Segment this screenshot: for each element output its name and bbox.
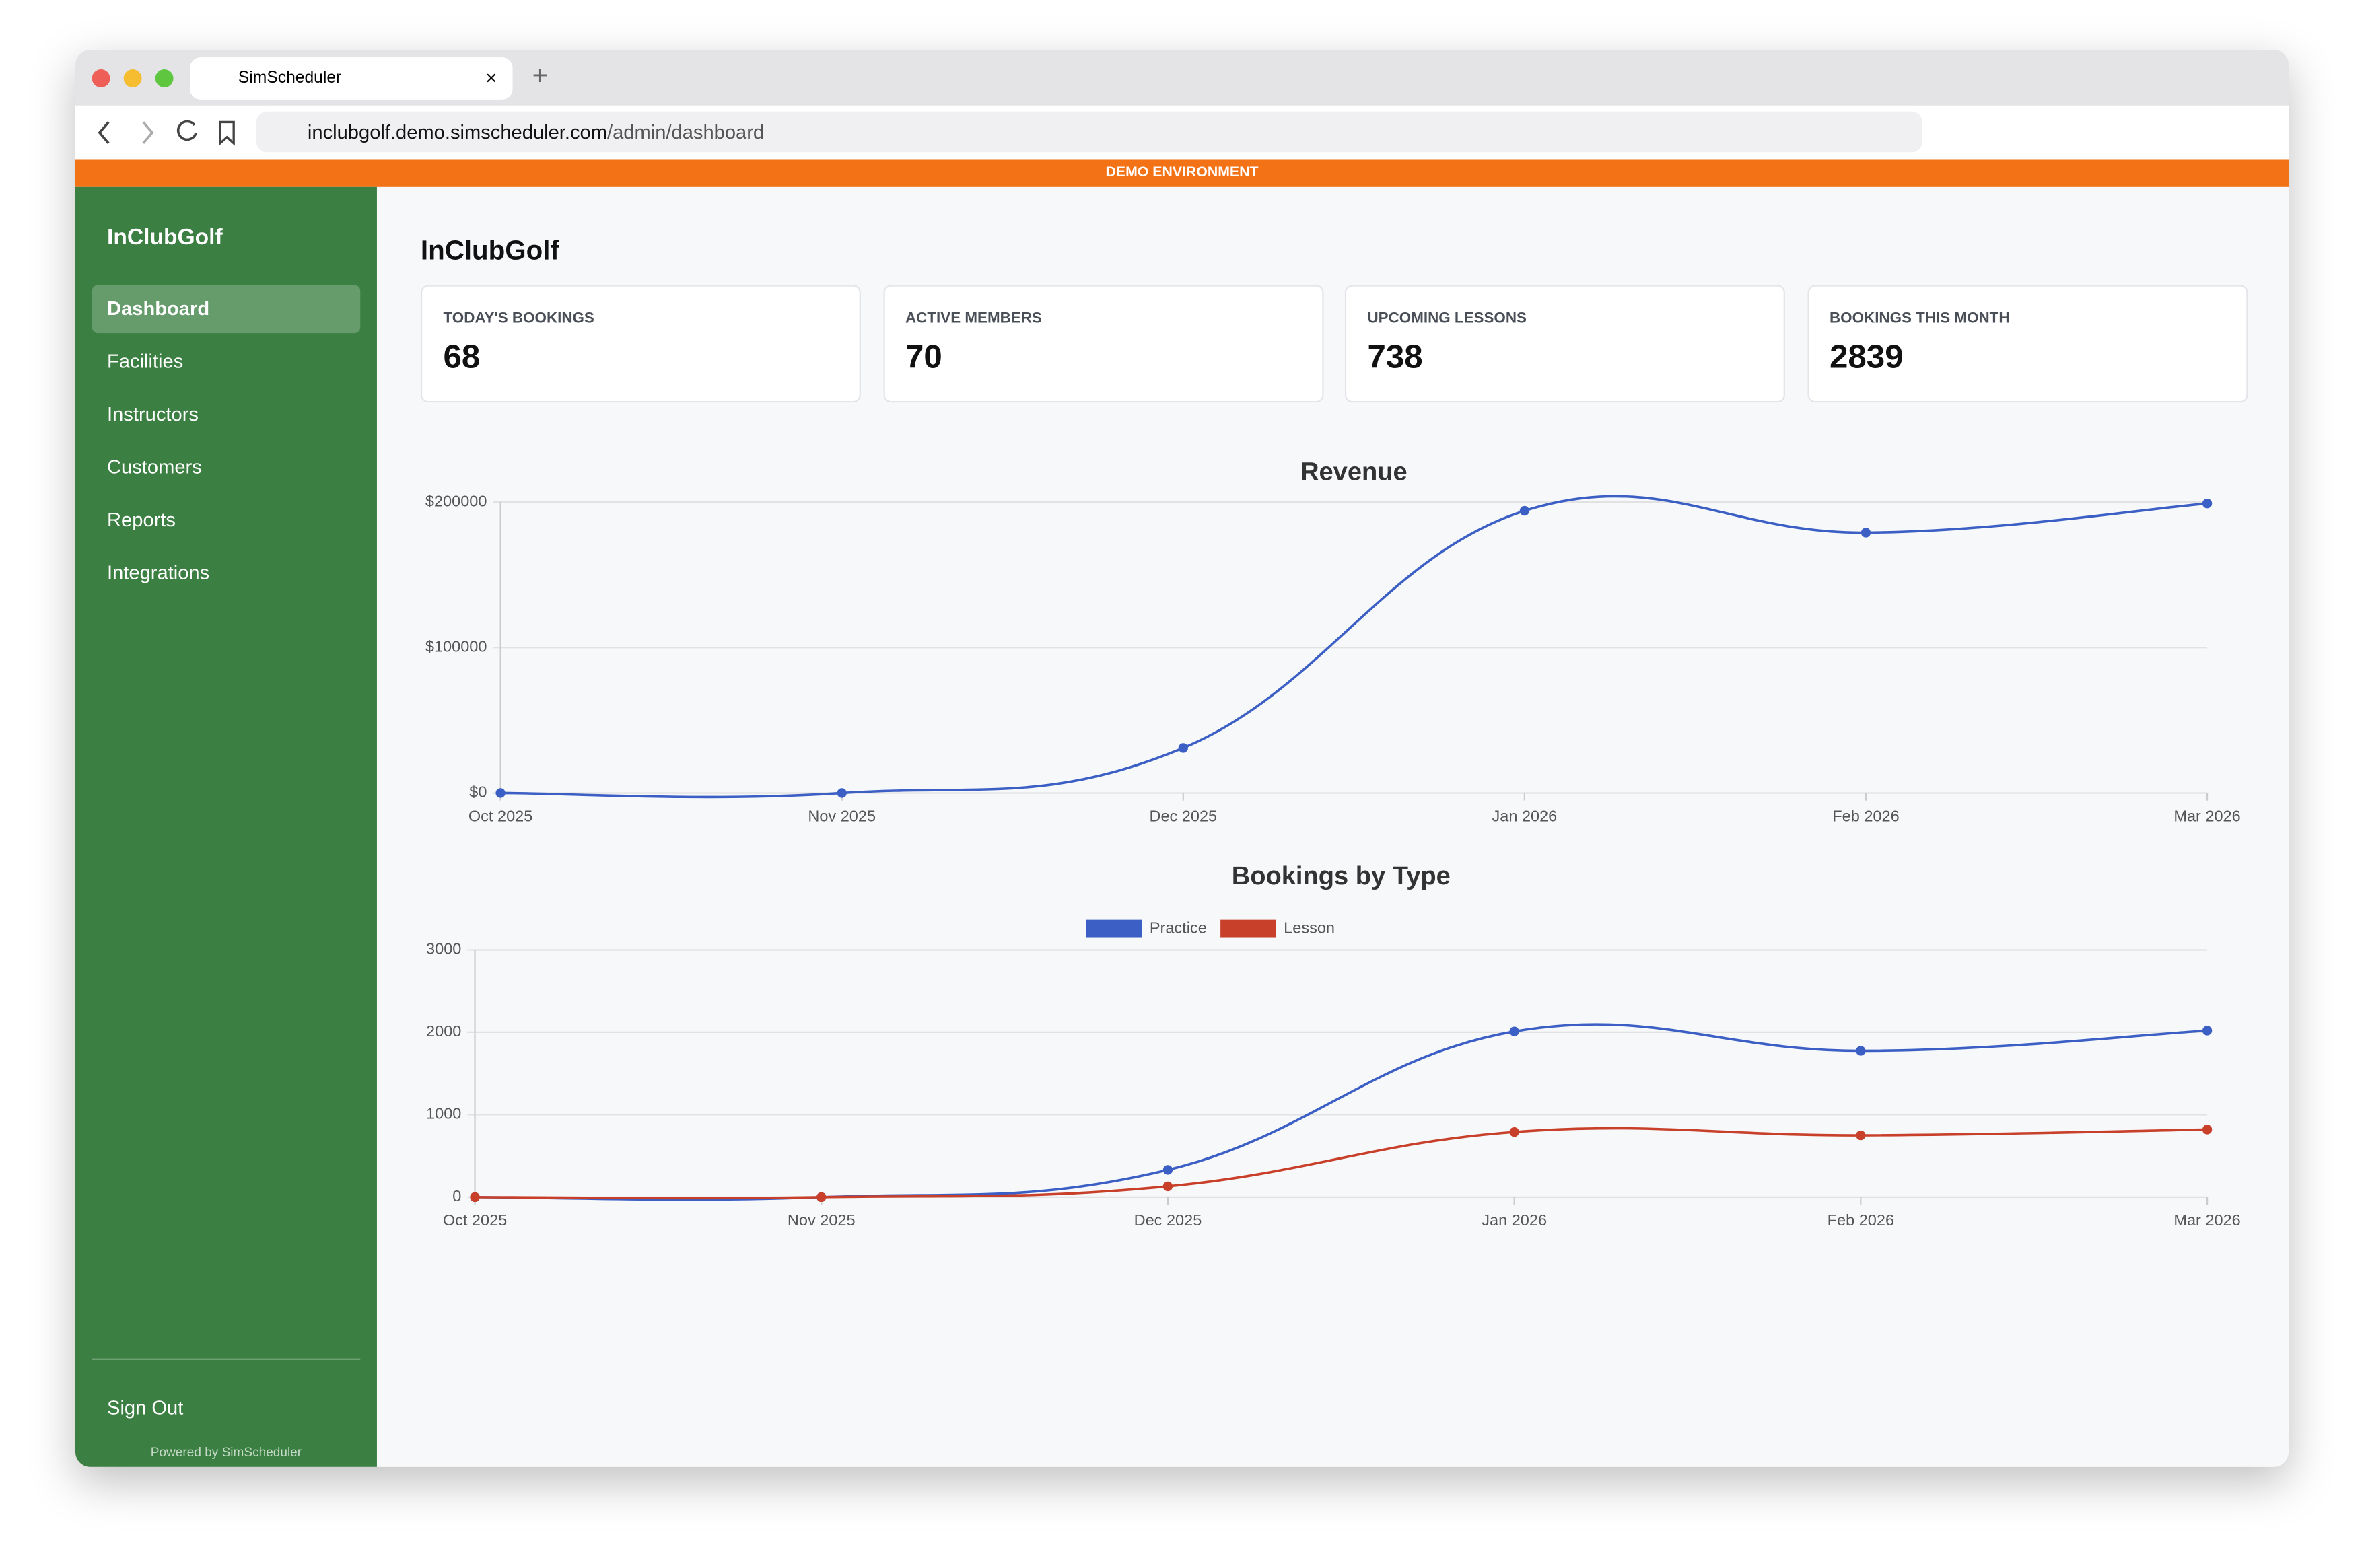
y-tick-label: $200000: [425, 492, 487, 509]
tab-title: SimScheduler: [238, 69, 342, 87]
x-tick-label: Mar 2026: [2174, 808, 2240, 825]
point: [1509, 1026, 1519, 1036]
y-tick-label: $0: [469, 783, 487, 801]
line: [475, 1023, 2208, 1201]
point: [1856, 1046, 1866, 1056]
point: [495, 788, 506, 798]
x-tick-label: Feb 2026: [1828, 1211, 1894, 1229]
nav-item[interactable]: Customers: [107, 455, 202, 478]
x-tick-label: Jan 2026: [1492, 808, 1558, 825]
stat-label: BOOKINGS THIS MONTH: [1829, 310, 2010, 328]
sidebar: InClubGolf Dashboard Facilities Instruct…: [75, 186, 377, 1467]
stat-value: 68: [443, 337, 481, 376]
point: [1509, 1127, 1519, 1137]
address-bar: inclubgolf.demo.simscheduler.com/admin/d…: [75, 105, 2289, 162]
footer: Powered by SimScheduler: [150, 1444, 302, 1460]
point: [837, 788, 847, 798]
divider: [92, 1358, 361, 1360]
legend-swatch: [1086, 919, 1142, 938]
x-tick-label: Mar 2026: [2174, 1211, 2240, 1229]
nav-item[interactable]: Reports: [107, 508, 176, 531]
page-title: InClubGolf: [420, 235, 559, 266]
y-tick-label: 1000: [426, 1105, 461, 1122]
stat-card: ACTIVE MEMBERS 70: [882, 285, 1323, 403]
point: [816, 1192, 827, 1203]
brand: InClubGolf: [107, 224, 223, 250]
point: [2202, 1125, 2213, 1135]
point: [2202, 1026, 2213, 1036]
stat-label: UPCOMING LESSONS: [1367, 310, 1527, 328]
demo-banner: DEMO ENVIRONMENT: [75, 159, 2289, 187]
x-tick-label: Feb 2026: [1832, 808, 1899, 825]
url-host: inclubgolf.demo.simscheduler.com: [307, 120, 608, 143]
tab-close[interactable]: ×: [485, 66, 497, 90]
chart-title: Revenue: [1300, 458, 1407, 487]
point: [1162, 1165, 1173, 1175]
x-tick-label: Dec 2025: [1149, 808, 1217, 825]
x-tick-label: Nov 2025: [808, 808, 876, 825]
stat-value: 738: [1367, 337, 1423, 376]
point: [1162, 1181, 1173, 1192]
stat-card: UPCOMING LESSONS 738: [1344, 285, 1785, 403]
point: [1519, 505, 1530, 516]
nav-buttons[interactable]: [94, 118, 244, 148]
url-path: /admin/dashboard: [607, 120, 765, 143]
line: [475, 1127, 2208, 1200]
y-tick-label: 2000: [426, 1022, 461, 1040]
sign-out[interactable]: Sign Out: [107, 1396, 184, 1419]
point: [1178, 743, 1188, 753]
line: [500, 495, 2208, 799]
stat-label: ACTIVE MEMBERS: [905, 310, 1042, 328]
point: [470, 1192, 480, 1203]
stat-card: TODAY'S BOOKINGS 68: [420, 285, 861, 403]
legend-label: Lesson: [1284, 919, 1335, 936]
y-tick-label: $100000: [425, 637, 487, 655]
x-tick-label: Dec 2025: [1134, 1211, 1202, 1229]
window-controls[interactable]: [90, 68, 180, 89]
point: [1861, 528, 1871, 538]
legend-label: Practice: [1150, 919, 1207, 936]
x-tick-label: Oct 2025: [468, 808, 532, 825]
stat-value: 70: [905, 337, 942, 376]
point: [1856, 1130, 1866, 1141]
url-field[interactable]: inclubgolf.demo.simscheduler.com/admin/d…: [256, 111, 1922, 153]
tab-bar: SimScheduler × +: [75, 49, 2289, 106]
tab[interactable]: SimScheduler ×: [190, 57, 513, 100]
x-tick-label: Jan 2026: [1482, 1211, 1547, 1229]
x-tick-label: Oct 2025: [443, 1211, 507, 1229]
stat-label: TODAY'S BOOKINGS: [443, 310, 594, 328]
y-tick-label: 3000: [426, 940, 461, 958]
new-tab[interactable]: +: [532, 60, 549, 91]
nav-item[interactable]: Instructors: [107, 402, 199, 425]
browser-window: SimScheduler × + inclubgolf.demo.simsche…: [75, 49, 2289, 1467]
point: [2202, 499, 2213, 509]
x-tick-label: Nov 2025: [788, 1211, 856, 1229]
nav-item[interactable]: Facilities: [107, 349, 184, 373]
url: inclubgolf.demo.simscheduler.com/admin/d…: [308, 112, 764, 152]
stat-value: 2839: [1829, 337, 1904, 376]
chart-title: Bookings by Type: [1232, 862, 1451, 890]
nav-item[interactable]: Dashboard: [92, 285, 361, 334]
y-tick-label: 0: [452, 1187, 461, 1205]
nav-item[interactable]: Integrations: [107, 561, 210, 584]
legend-swatch: [1220, 919, 1276, 938]
stat-card: BOOKINGS THIS MONTH 2839: [1807, 285, 2248, 403]
